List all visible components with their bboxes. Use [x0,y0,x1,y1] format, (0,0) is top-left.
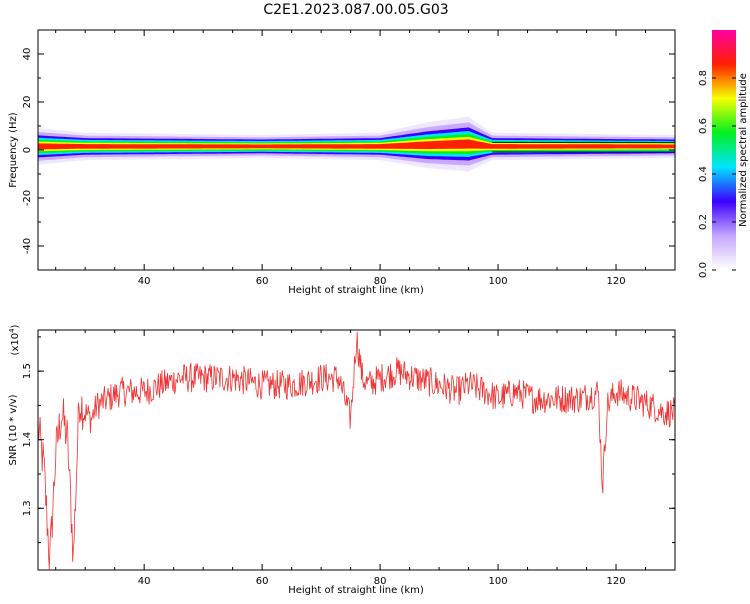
y-tick-label: 40 [22,48,33,61]
snr-multiplier-exponent: 4 [8,328,16,333]
x-tick-label: 120 [606,576,625,587]
colorbar-tick-label: 0.8 [698,70,709,86]
x-tick-label: 120 [606,276,625,287]
snr-y-axis-label: SNR (10 * v/v) [8,394,19,465]
colorbar: 0.0 0.2 0.4 0.6 0.8 Normalized spectral ampl… [698,30,749,278]
x-tick-label: 60 [256,276,269,287]
spectrogram-panel: 40 60 80 100 120 -40 -20 0 20 40 Height of strai… [8,29,676,296]
colorbar-tick-label: 0.0 [698,262,709,278]
colorbar-ticks: 0.0 0.2 0.4 0.6 0.8 [698,70,736,278]
x-tick-label: 100 [489,576,508,587]
colorbar-tick-label: 0.4 [698,166,709,182]
colorbar-tick-label: 0.6 [698,118,709,134]
x-tick-label: 80 [374,276,387,287]
colorbar-label: Normalized spectral amplitude [738,73,749,227]
x-tick-label: 100 [489,276,508,287]
snr-y-multiplier: (x104) [8,324,21,355]
snr-x-axis-label: Height of straight line (km) [288,585,424,596]
spectrogram-x-axis-label: Height of straight line (km) [288,285,424,296]
y-tick-label: 20 [22,96,33,109]
spectrogram-layer-6 [38,139,675,150]
figure-title: C2E1.2023.087.00.05.G03 [263,2,448,18]
snr-y-ticks: 1.3 1.4 1.5 [22,336,675,544]
snr-x-ticks: 40 60 80 100 120 [55,330,676,587]
x-tick-label: 60 [256,576,269,587]
svg-text:(x104): (x104) [8,324,21,355]
spectrogram-x-ticks: 40 60 80 100 120 [55,30,676,287]
spectrogram-y-axis-label: Frequency (Hz) [8,112,19,188]
y-tick-label: 1.4 [22,432,33,448]
x-tick-label: 40 [138,276,151,287]
y-tick-label: -40 [22,238,33,254]
y-tick-label: 1.3 [22,500,33,516]
snr-frame [37,329,676,571]
colorbar-tick-label: 0.2 [698,214,709,230]
spectrogram-y-ticks: -40 -20 0 20 40 [22,29,675,271]
y-tick-label: 0 [22,147,33,153]
x-tick-label: 40 [138,576,151,587]
snr-series-line [38,331,675,570]
snr-multiplier-close: ) [10,324,21,328]
snr-panel: 40 60 80 100 120 1.3 1.4 1.5 Height of straigh… [8,324,676,596]
spectrogram-band [38,116,675,172]
snr-multiplier-base: (x10 [10,333,21,356]
y-tick-label: 1.5 [22,363,33,379]
x-tick-label: 80 [374,576,387,587]
y-tick-label: -20 [22,190,33,206]
colorbar-gradient [712,30,736,270]
